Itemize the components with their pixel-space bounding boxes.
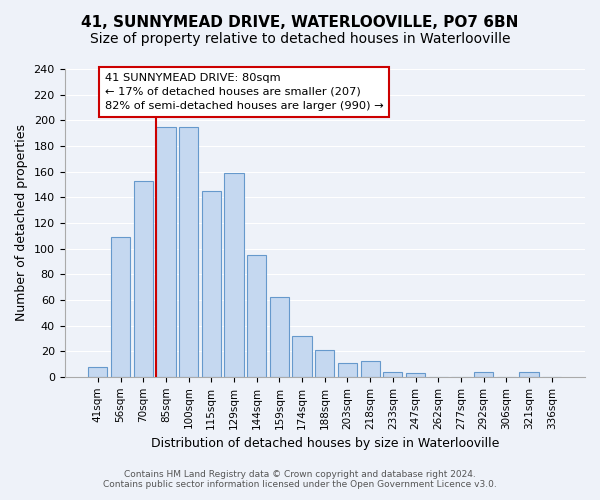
Bar (383, 372, 403, 377)
Text: 41 SUNNYMEAD DRIVE: 80sqm
← 17% of detached houses are smaller (207)
82% of semi: 41 SUNNYMEAD DRIVE: 80sqm ← 17% of detac… (104, 73, 383, 111)
Bar (134, 180, 153, 377)
Bar (247, 255, 266, 377)
Bar (156, 126, 176, 377)
Text: Contains HM Land Registry data © Crown copyright and database right 2024.
Contai: Contains HM Land Registry data © Crown c… (103, 470, 497, 489)
Bar (338, 362, 357, 377)
Bar (520, 372, 539, 377)
Y-axis label: Number of detached properties: Number of detached properties (15, 124, 28, 322)
Bar (315, 350, 334, 377)
Bar (361, 362, 380, 377)
Bar (474, 372, 493, 377)
Text: 41, SUNNYMEAD DRIVE, WATERLOOVILLE, PO7 6BN: 41, SUNNYMEAD DRIVE, WATERLOOVILLE, PO7 … (82, 15, 518, 30)
Bar (292, 336, 312, 377)
Bar (406, 373, 425, 377)
Bar (270, 298, 289, 377)
Bar (111, 237, 130, 377)
Bar (88, 366, 107, 377)
Bar (224, 173, 244, 377)
Bar (202, 191, 221, 377)
Bar (179, 126, 198, 377)
Text: Size of property relative to detached houses in Waterlooville: Size of property relative to detached ho… (90, 32, 510, 46)
X-axis label: Distribution of detached houses by size in Waterlooville: Distribution of detached houses by size … (151, 437, 499, 450)
